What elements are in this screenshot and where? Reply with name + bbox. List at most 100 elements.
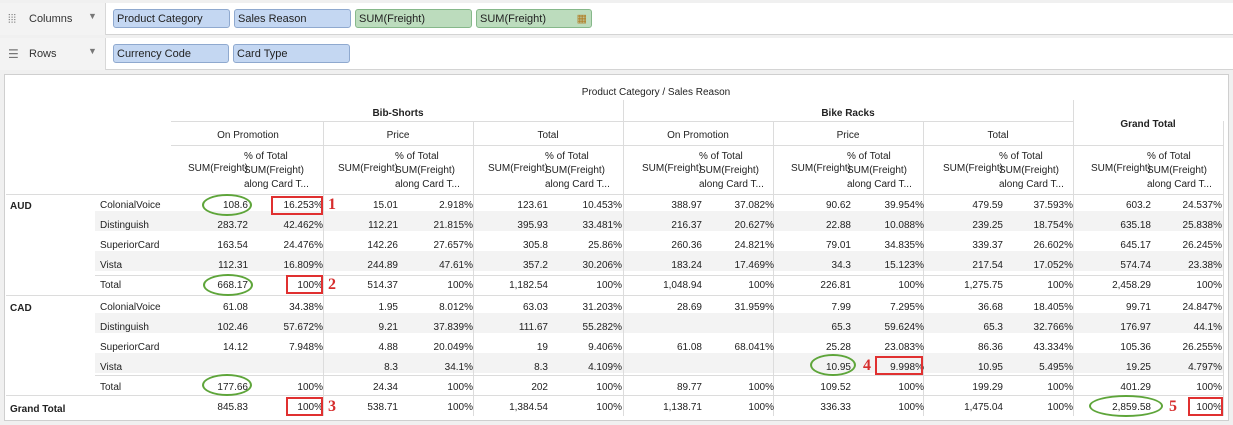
data-cell: 63.03 xyxy=(522,302,548,313)
row-label: Vista xyxy=(100,362,123,373)
data-cell: 25.838% xyxy=(1182,220,1222,231)
data-cell: 538.71 xyxy=(367,402,398,413)
pill-sum-freight[interactable]: SUM(Freight) xyxy=(355,9,472,28)
chevron-down-icon[interactable]: ▼ xyxy=(88,11,97,21)
data-cell: 100% xyxy=(297,280,323,291)
pill-card-type[interactable]: Card Type xyxy=(233,44,350,63)
data-cell: 574.74 xyxy=(1120,260,1151,271)
data-cell: 217.54 xyxy=(972,260,1003,271)
data-cell: 845.83 xyxy=(217,402,248,413)
pct-header-line: % of Total xyxy=(847,151,891,162)
columns-shelf[interactable]: ⦙⦙⦙ Columns ▼ Product Category Sales Rea… xyxy=(0,3,1233,35)
pct-header-line: % of Total xyxy=(1147,151,1191,162)
columns-label-text: Columns xyxy=(29,13,73,25)
data-cell: 43.334% xyxy=(1033,342,1073,353)
data-cell: 24.476% xyxy=(283,240,323,251)
data-cell: 79.01 xyxy=(825,240,851,251)
highlight-oval xyxy=(1089,395,1163,417)
data-cell: 20.049% xyxy=(433,342,473,353)
data-cell: 31.203% xyxy=(582,302,622,313)
data-cell: 44.1% xyxy=(1193,322,1222,333)
data-cell: 635.18 xyxy=(1120,220,1151,231)
rows-label-text: Rows xyxy=(29,48,57,60)
pill-text: Sales Reason xyxy=(238,13,307,25)
data-cell: 100% xyxy=(748,280,774,291)
pct-header-line: along Card T... xyxy=(999,179,1064,190)
data-cell: 14.12 xyxy=(222,342,248,353)
pill-text: SUM(Freight) xyxy=(480,13,547,25)
data-cell: 30.206% xyxy=(582,260,622,271)
pct-header-line: SUM(Freight) xyxy=(699,165,760,176)
pct-header-line: SUM(Freight) xyxy=(395,165,456,176)
pct-header-line: along Card T... xyxy=(395,179,460,190)
grid-line xyxy=(171,145,1223,146)
pct-header-line: SUM(Freight) xyxy=(244,165,305,176)
data-cell: 9.998% xyxy=(890,362,924,373)
data-cell: 112.31 xyxy=(218,260,248,271)
grid-line xyxy=(6,194,1223,195)
pill-product-category[interactable]: Product Category xyxy=(113,9,230,28)
data-cell: 603.2 xyxy=(1125,200,1151,211)
highlight-box xyxy=(1188,397,1223,416)
data-cell: 17.052% xyxy=(1033,260,1073,271)
data-cell: 89.77 xyxy=(676,382,702,393)
data-cell: 24.34 xyxy=(372,382,398,393)
rows-shelf[interactable]: ☰ Rows ▼ Currency Code Card Type xyxy=(0,38,1233,70)
data-cell: 163.54 xyxy=(217,240,248,251)
data-cell: 37.839% xyxy=(433,322,473,333)
row-band xyxy=(95,313,1223,333)
data-cell: 100% xyxy=(898,382,924,393)
data-cell: 1.95 xyxy=(378,302,398,313)
data-cell: 34.3 xyxy=(831,260,851,271)
pill-currency-code[interactable]: Currency Code xyxy=(113,44,229,63)
highlight-oval xyxy=(810,354,856,376)
grid-line xyxy=(6,395,1223,396)
rows-shelf-label: ☰ Rows ▼ xyxy=(0,38,106,70)
reason-header: Price xyxy=(386,130,410,141)
data-cell: 86.36 xyxy=(977,342,1003,353)
data-cell: 1,384.54 xyxy=(509,402,548,413)
pct-header-line: % of Total xyxy=(545,151,589,162)
annotation-number: 1 xyxy=(328,196,336,213)
data-cell: 19 xyxy=(536,342,548,353)
reason-header: Price xyxy=(836,130,860,141)
data-cell: 100% xyxy=(748,382,774,393)
data-cell: 34.1% xyxy=(444,362,473,373)
table-calc-icon: ▦ xyxy=(576,13,587,25)
data-cell: 100% xyxy=(447,382,473,393)
highlight-box xyxy=(271,196,323,215)
data-cell: 32.766% xyxy=(1033,322,1073,333)
pill-sales-reason[interactable]: Sales Reason xyxy=(234,9,351,28)
measure-header: SUM(Freight) xyxy=(790,163,851,174)
group-label: AUD xyxy=(10,201,32,212)
data-cell: 19.25 xyxy=(1125,362,1151,373)
data-cell: 100% xyxy=(1047,280,1073,291)
data-cell: 111.67 xyxy=(518,322,548,333)
data-cell: 7.295% xyxy=(890,302,924,313)
data-cell: 4.88 xyxy=(378,342,398,353)
data-cell: 4.797% xyxy=(1188,362,1222,373)
data-cell: 18.405% xyxy=(1033,302,1073,313)
data-cell: 339.37 xyxy=(972,240,1003,251)
pct-header-line: SUM(Freight) xyxy=(999,165,1060,176)
data-cell: 216.37 xyxy=(671,220,702,231)
data-cell: 8.3 xyxy=(534,362,548,373)
data-cell: 283.72 xyxy=(217,220,248,231)
data-cell: 142.26 xyxy=(367,240,398,251)
data-cell: 199.29 xyxy=(972,382,1003,393)
data-cell: 2,458.29 xyxy=(1112,280,1151,291)
data-cell: 61.08 xyxy=(222,302,248,313)
data-cell: 100% xyxy=(1196,402,1222,413)
data-cell: 37.593% xyxy=(1033,200,1073,211)
pill-text: Product Category xyxy=(117,13,203,25)
data-cell: 16.253% xyxy=(283,200,323,211)
row-label: Vista xyxy=(100,260,123,271)
grid-line xyxy=(1223,121,1224,416)
pill-sum-freight-table-calc[interactable]: SUM(Freight) ▦ xyxy=(476,9,592,28)
annotation-number: 3 xyxy=(328,398,336,415)
data-cell: 176.97 xyxy=(1120,322,1151,333)
data-cell: 514.37 xyxy=(367,280,398,291)
pill-text: Currency Code xyxy=(117,48,191,60)
chevron-down-icon[interactable]: ▼ xyxy=(88,46,97,56)
data-cell: 36.68 xyxy=(977,302,1003,313)
